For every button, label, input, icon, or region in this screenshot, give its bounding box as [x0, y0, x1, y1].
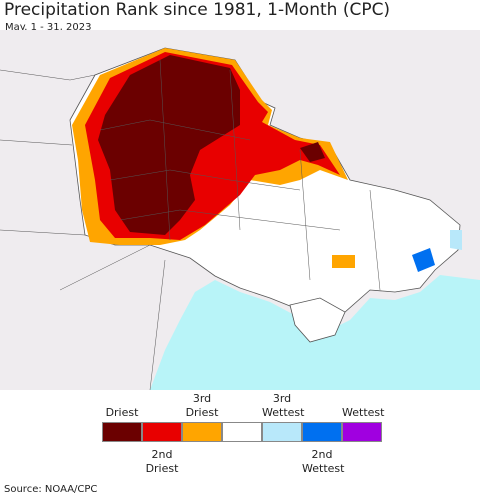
neighbor-borders — [0, 69, 166, 390]
legend: Driest 2nd Driest 3rd Driest 3rd Wettest 2nd… — [102, 392, 385, 480]
legend-label: 2nd Driest — [145, 448, 179, 475]
driest-region — [98, 55, 240, 235]
legend-swatch — [142, 422, 182, 442]
legend-label: Driest — [105, 406, 139, 419]
legend-swatch — [262, 422, 302, 442]
admin-lines — [99, 59, 381, 291]
source: Source: NOAA/CPC — [4, 484, 98, 495]
dry-3rd-region — [332, 255, 355, 268]
wet-2nd-region — [412, 248, 435, 272]
legend-label: 2nd Wettest — [302, 448, 345, 475]
borders — [0, 59, 381, 390]
subtitle: May. 1 - 31, 2023 — [5, 22, 92, 33]
legend-label: Wettest — [342, 406, 385, 419]
peninsula — [289, 297, 346, 343]
legend-swatch — [302, 422, 342, 442]
wet-3rd-region — [450, 230, 462, 250]
legend-swatch — [102, 422, 142, 442]
driest-region — [300, 142, 325, 162]
legend-swatch — [182, 422, 222, 442]
legend-label: 3rd Driest — [185, 392, 219, 419]
legend-swatch — [222, 422, 262, 442]
map — [0, 30, 480, 390]
legend-label: 3rd Wettest — [262, 392, 305, 419]
legend-swatch — [342, 422, 382, 442]
title: Precipitation Rank since 1981, 1-Month (… — [4, 0, 391, 20]
